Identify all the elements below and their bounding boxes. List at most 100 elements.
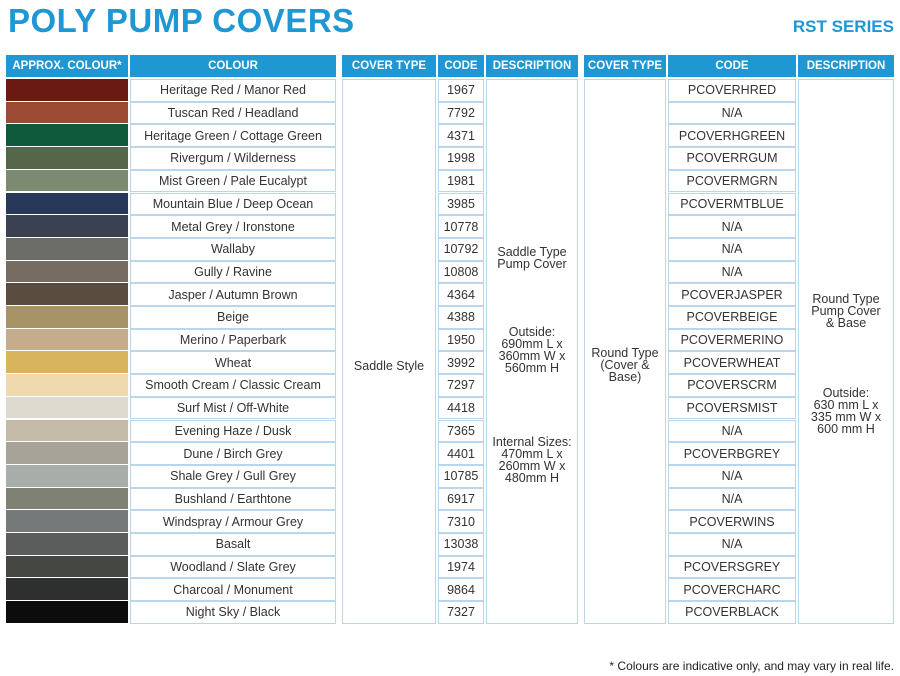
round-code-cell: PCOVERBEIGE <box>668 306 796 329</box>
saddle-code-cell: 13038 <box>438 533 484 556</box>
colour-name-cell: Surf Mist / Off-White <box>130 396 336 420</box>
saddle-code-cell: 10792 <box>438 237 484 261</box>
saddle-description-outside: Outside: 690mm L x 360mm W x 560mm H <box>498 325 566 375</box>
header-description-left: DESCRIPTION <box>486 55 578 77</box>
colour-name-cell: Night Sky / Black <box>130 601 336 624</box>
round-code-cell: PCOVERBGREY <box>668 442 796 465</box>
saddle-code-cell: 4388 <box>438 306 484 329</box>
colour-swatch <box>6 328 128 352</box>
saddle-code-cell: 7792 <box>438 101 484 125</box>
colour-name-cell: Rivergum / Wilderness <box>130 147 336 170</box>
round-code-cell: PCOVERSMIST <box>668 396 796 420</box>
round-cover-type: Round Type (Cover & Base) <box>591 346 659 384</box>
round-code-cell: PCOVERSGREY <box>668 555 796 579</box>
colour-name-cell: Metal Grey / Ironstone <box>130 215 336 238</box>
header-description-right: DESCRIPTION <box>798 55 894 77</box>
round-description-outside: Outside: 630 mm L x 335 mm W x 600 mm H <box>810 386 882 436</box>
round-code-cell: PCOVERBLACK <box>668 601 796 624</box>
round-code-cell: N/A <box>668 419 796 443</box>
colour-swatch <box>6 419 128 443</box>
page-title: POLY PUMP COVERS <box>8 2 355 39</box>
saddle-code-cell: 4418 <box>438 396 484 420</box>
footnote: * Colours are indicative only, and may v… <box>609 659 894 673</box>
saddle-code-cell: 9864 <box>438 578 484 602</box>
round-code-cell: PCOVERMERINO <box>668 328 796 352</box>
colour-name-cell: Gully / Ravine <box>130 260 336 284</box>
colour-swatch <box>6 192 128 216</box>
colour-swatch <box>6 510 128 533</box>
saddle-code-cell: 1967 <box>438 79 484 102</box>
header-approx-colour: APPROX. COLOUR* <box>6 55 128 77</box>
saddle-code-cell: 4364 <box>438 283 484 306</box>
colour-name-cell: Wallaby <box>130 237 336 261</box>
colour-name-cell: Windspray / Armour Grey <box>130 510 336 533</box>
colour-swatch <box>6 351 128 375</box>
saddle-cover-type: Saddle Style <box>353 359 425 373</box>
colour-swatch <box>6 601 128 624</box>
round-code-cell: PCOVERWHEAT <box>668 351 796 375</box>
header-code-right: CODE <box>668 55 796 77</box>
colour-name-cell: Mountain Blue / Deep Ocean <box>130 192 336 216</box>
round-cover-type-cell: Round Type (Cover & Base) <box>584 79 666 624</box>
saddle-description-internal: Internal Sizes: 470mm L x 260mm W x 480m… <box>492 435 572 485</box>
colour-swatch <box>6 101 128 125</box>
colour-swatch <box>6 237 128 261</box>
saddle-code-cell: 1998 <box>438 147 484 170</box>
colour-swatch <box>6 283 128 306</box>
round-description-type: Round Type Pump Cover & Base <box>811 292 881 330</box>
round-code-cell: N/A <box>668 101 796 125</box>
round-code-cell: PCOVERWINS <box>668 510 796 533</box>
series-label: RST SERIES <box>792 17 894 36</box>
colour-name-cell: Wheat <box>130 351 336 375</box>
colour-name-cell: Merino / Paperbark <box>130 328 336 352</box>
round-code-cell: PCOVERHGREEN <box>668 124 796 148</box>
colour-name-cell: Mist Green / Pale Eucalypt <box>130 169 336 193</box>
round-code-cell: N/A <box>668 237 796 261</box>
colour-name-cell: Heritage Red / Manor Red <box>130 79 336 102</box>
saddle-code-cell: 3992 <box>438 351 484 375</box>
colour-name-cell: Woodland / Slate Grey <box>130 555 336 579</box>
header-cover-type-left: COVER TYPE <box>342 55 436 77</box>
round-code-cell: PCOVERMTBLUE <box>668 192 796 216</box>
saddle-code-cell: 1981 <box>438 169 484 193</box>
round-code-cell: PCOVERCHARC <box>668 578 796 602</box>
saddle-cover-type-cell: Saddle Style <box>342 79 436 624</box>
round-code-cell: N/A <box>668 260 796 284</box>
round-code-cell: N/A <box>668 533 796 556</box>
round-description-cell: Round Type Pump Cover & Base Outside: 63… <box>798 79 894 624</box>
saddle-code-cell: 6917 <box>438 487 484 511</box>
saddle-code-cell: 4371 <box>438 124 484 148</box>
saddle-code-cell: 10808 <box>438 260 484 284</box>
saddle-description-cell: Saddle Type Pump Cover Outside: 690mm L … <box>486 79 578 624</box>
colour-name-cell: Tuscan Red / Headland <box>130 101 336 125</box>
round-code-cell: N/A <box>668 215 796 238</box>
colour-swatch <box>6 487 128 511</box>
colour-name-cell: Dune / Birch Grey <box>130 442 336 465</box>
colour-swatch <box>6 215 128 238</box>
round-code-cell: PCOVERHRED <box>668 79 796 102</box>
colour-swatch <box>6 555 128 579</box>
colour-swatch <box>6 533 128 556</box>
round-code-cell: PCOVERJASPER <box>668 283 796 306</box>
colour-name-cell: Shale Grey / Gull Grey <box>130 464 336 488</box>
saddle-code-cell: 10778 <box>438 215 484 238</box>
saddle-description-type: Saddle Type Pump Cover <box>497 245 567 271</box>
colour-name-cell: Basalt <box>130 533 336 556</box>
round-code-cell: PCOVERSCRM <box>668 374 796 397</box>
colour-name-cell: Charcoal / Monument <box>130 578 336 602</box>
colour-swatch <box>6 442 128 465</box>
header-code-left: CODE <box>438 55 484 77</box>
saddle-code-cell: 7365 <box>438 419 484 443</box>
product-table: APPROX. COLOUR* COLOUR COVER TYPE CODE D… <box>0 55 900 655</box>
colour-swatch <box>6 578 128 602</box>
round-code-cell: PCOVERRGUM <box>668 147 796 170</box>
colour-swatch <box>6 124 128 148</box>
colour-swatch <box>6 169 128 193</box>
colour-swatch <box>6 374 128 397</box>
colour-name-cell: Bushland / Earthtone <box>130 487 336 511</box>
colour-swatch <box>6 396 128 420</box>
colour-name-cell: Evening Haze / Dusk <box>130 419 336 443</box>
colour-swatch <box>6 464 128 488</box>
header-cover-type-right: COVER TYPE <box>584 55 666 77</box>
saddle-code-cell: 7297 <box>438 374 484 397</box>
